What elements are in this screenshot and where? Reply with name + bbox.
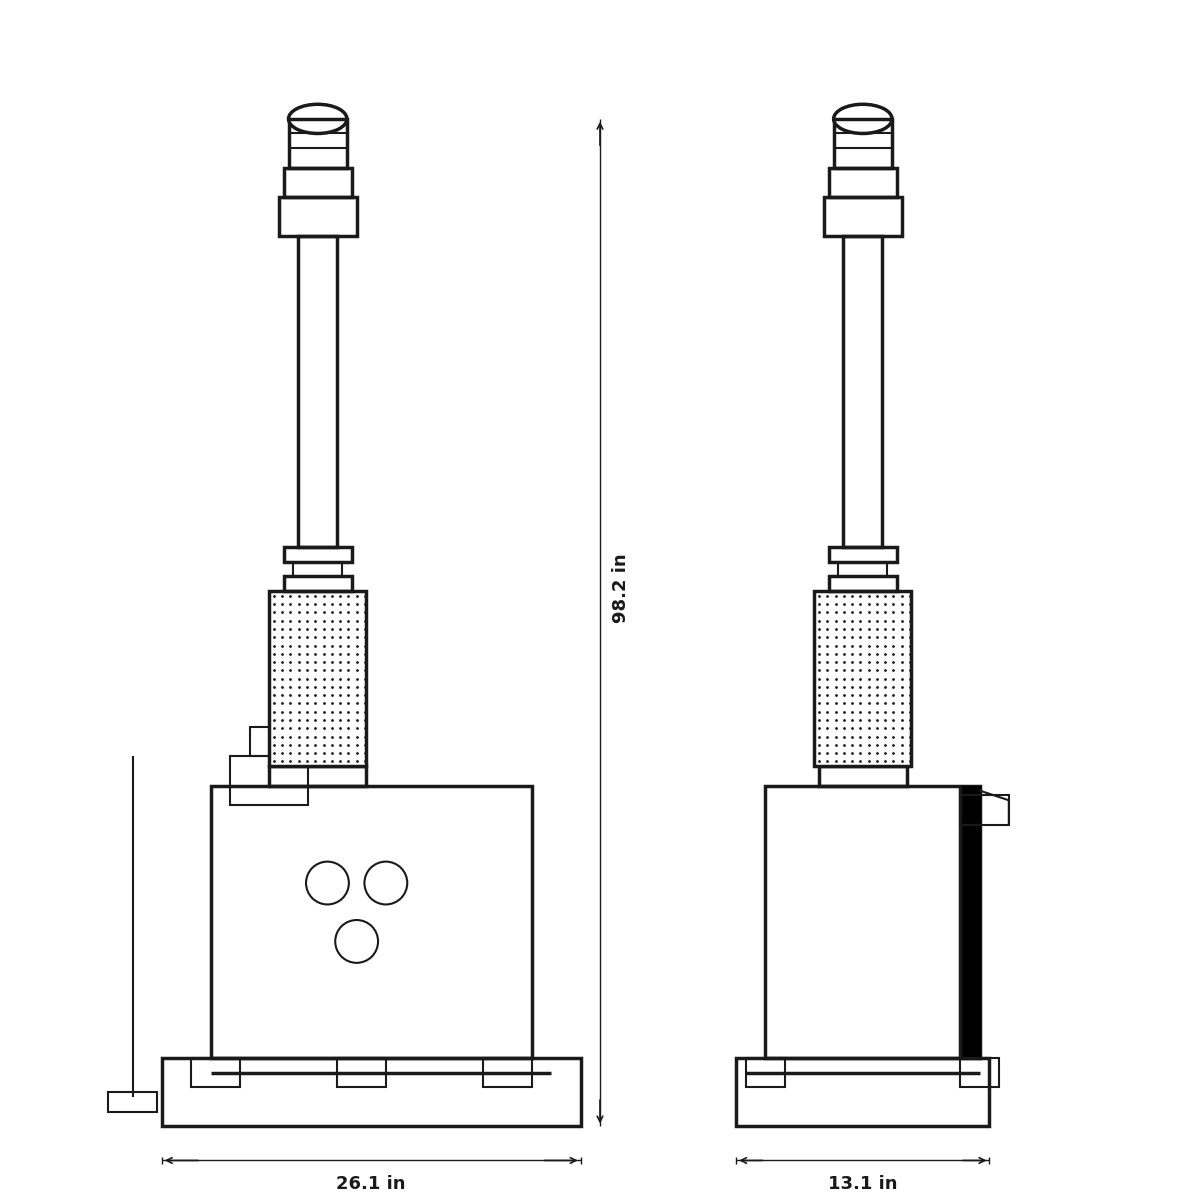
Bar — [283, 547, 352, 562]
Bar — [278, 197, 356, 235]
Bar — [191, 1058, 240, 1087]
Bar — [820, 767, 907, 786]
Bar — [211, 786, 532, 1058]
Bar — [829, 576, 896, 592]
Bar — [834, 119, 892, 168]
Bar — [829, 168, 896, 197]
Bar — [746, 1058, 785, 1087]
Bar — [283, 168, 352, 197]
Ellipse shape — [834, 104, 892, 133]
Bar — [269, 590, 366, 767]
Bar — [960, 1058, 1000, 1087]
Bar — [250, 727, 288, 756]
Bar — [108, 1092, 157, 1111]
Bar — [829, 547, 896, 562]
Bar — [162, 1058, 581, 1127]
Text: 26.1 in: 26.1 in — [336, 1175, 406, 1193]
Bar — [960, 796, 1009, 824]
Bar — [824, 197, 901, 235]
Bar — [230, 756, 308, 805]
Bar — [814, 590, 912, 767]
Bar — [283, 576, 352, 592]
Bar — [844, 235, 882, 547]
Bar — [288, 119, 347, 168]
Bar — [269, 767, 366, 786]
Bar — [484, 1058, 532, 1087]
Bar — [737, 1058, 989, 1127]
Bar — [299, 235, 337, 547]
Ellipse shape — [288, 104, 347, 133]
Bar — [766, 786, 979, 1058]
Text: 13.1 in: 13.1 in — [828, 1175, 898, 1193]
Text: 98.2 in: 98.2 in — [612, 553, 630, 623]
Bar — [337, 1058, 386, 1087]
